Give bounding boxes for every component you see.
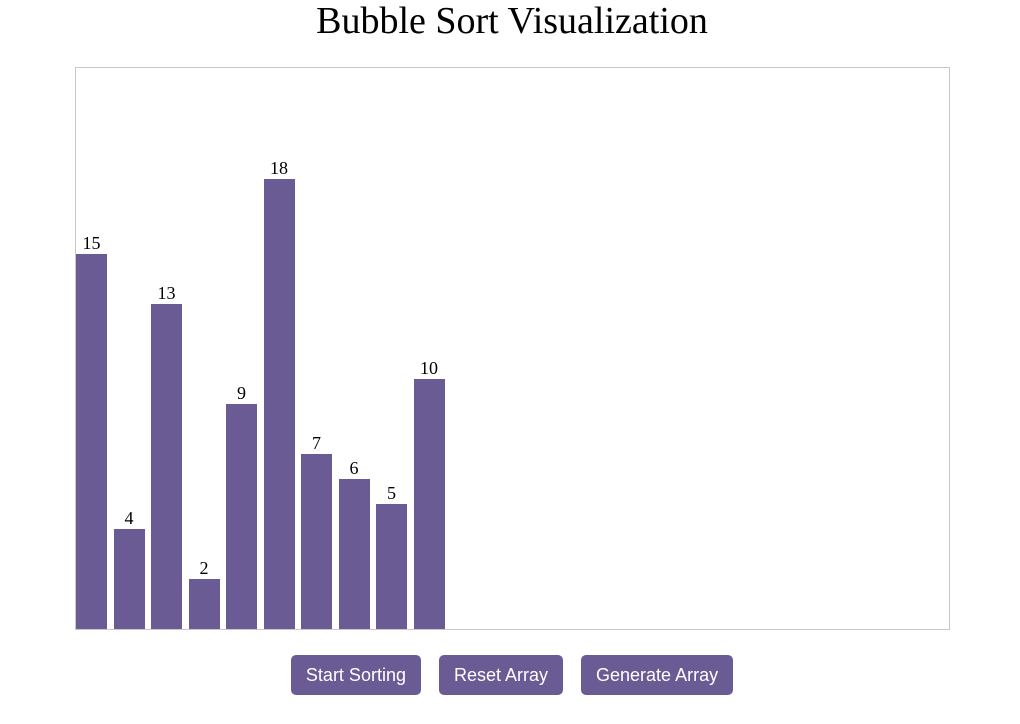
page-title: Bubble Sort Visualization: [316, 0, 708, 42]
bar: [376, 504, 407, 629]
bar-value-label: 2: [199, 558, 209, 578]
bar: [226, 404, 257, 629]
bar-value-label: 9: [237, 383, 246, 403]
bar: [338, 479, 370, 629]
generate-array-button[interactable]: Generate Array: [581, 655, 734, 695]
bar-value-label: 10: [420, 358, 438, 378]
bar: [188, 579, 220, 629]
bar-value-label: 6: [349, 458, 359, 478]
bar: [263, 179, 295, 629]
bar-chart-canvas: 15 4 13 2 9 18 7 6 5 10: [75, 67, 950, 630]
bar: [76, 254, 107, 629]
bar: [151, 304, 182, 629]
bar-value-label: 4: [124, 508, 134, 528]
bar: [413, 379, 445, 629]
bar: [113, 529, 145, 629]
bar-value-label: 18: [270, 158, 288, 178]
bar-value-label: 13: [157, 283, 176, 303]
controls: Start Sorting Reset Array Generate Array: [0, 655, 1020, 695]
bar: [301, 454, 332, 629]
bar-value-label: 5: [387, 483, 396, 503]
start-sorting-button[interactable]: Start Sorting: [290, 655, 421, 695]
reset-array-button[interactable]: Reset Array: [438, 655, 564, 695]
bar-value-label: 7: [312, 433, 321, 453]
bar-value-label: 15: [82, 233, 101, 253]
